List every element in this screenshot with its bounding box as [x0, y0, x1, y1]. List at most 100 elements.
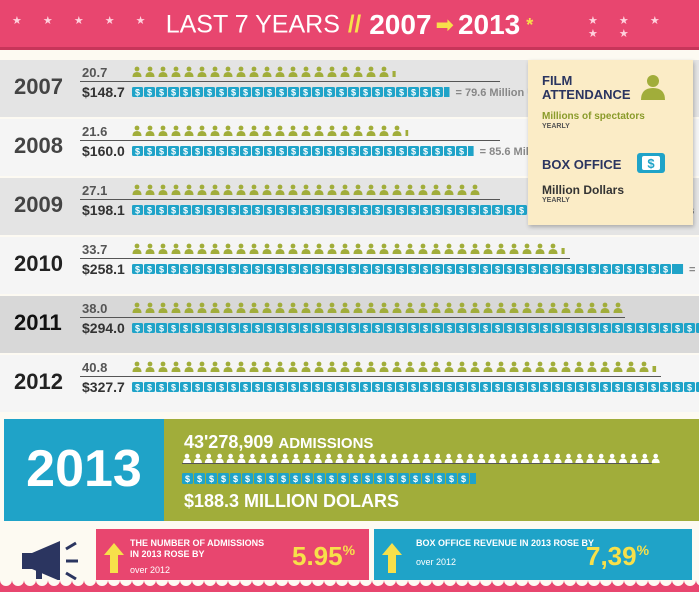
dollar-mark: $	[216, 205, 227, 216]
svg-text:$: $	[327, 206, 332, 216]
dollar-mark: $	[612, 382, 623, 393]
svg-text:$: $	[219, 147, 224, 157]
dollar-mark: $	[336, 205, 347, 216]
svg-text:$: $	[435, 88, 440, 98]
person-mark	[171, 243, 181, 254]
admissions-stat-text-1: THE NUMBER OF ADMISSIONS	[130, 538, 265, 548]
person-mark	[236, 66, 246, 77]
svg-text:$: $	[255, 383, 260, 393]
dollar-mark: $	[408, 87, 419, 98]
person-mark	[275, 302, 285, 313]
dollar-mark: $	[432, 87, 443, 98]
svg-text:$: $	[425, 474, 430, 484]
dollar-mark: $	[504, 382, 515, 393]
svg-text:$: $	[267, 206, 272, 216]
dollar-mark: $	[240, 264, 251, 275]
svg-text:$: $	[327, 88, 332, 98]
dollar-mark: $	[624, 264, 635, 275]
dollar-mark: $	[252, 205, 263, 216]
svg-text:$: $	[291, 324, 296, 334]
dollar-mark: $	[288, 87, 299, 98]
person-mark	[353, 66, 363, 77]
dollar-mark: $	[276, 264, 287, 275]
person-mark	[236, 361, 246, 372]
dollar-mark: $	[360, 264, 371, 275]
dollar-mark: $	[348, 264, 359, 275]
svg-text:$: $	[543, 265, 548, 275]
svg-text:$: $	[435, 147, 440, 157]
dollar-mark: $	[156, 146, 167, 157]
svg-text:$: $	[579, 265, 584, 275]
svg-text:$: $	[531, 324, 536, 334]
person-mark	[366, 243, 376, 254]
svg-text:$: $	[507, 383, 512, 393]
dollar-mark: $	[312, 146, 323, 157]
svg-text:$: $	[363, 383, 368, 393]
dollar-mark: $	[252, 146, 263, 157]
dollar-mark: $	[132, 87, 143, 98]
person-mark	[457, 184, 467, 195]
person-mark	[531, 453, 540, 463]
dollar-mark: $	[432, 264, 443, 275]
dollar-mark: $	[528, 264, 539, 275]
star-icon: *	[526, 14, 534, 35]
svg-text:$: $	[363, 147, 368, 157]
svg-text:$: $	[159, 147, 164, 157]
svg-text:$: $	[459, 265, 464, 275]
dollar-mark: $	[432, 205, 443, 216]
person-mark	[249, 125, 259, 136]
person-mark	[145, 125, 155, 136]
person-partial-mark	[392, 71, 396, 77]
person-mark	[535, 302, 545, 313]
svg-text:$: $	[459, 206, 464, 216]
row-year: 2009	[14, 192, 63, 217]
person-mark	[608, 453, 617, 463]
person-mark	[288, 184, 298, 195]
admissions-pct-sign: %	[342, 542, 356, 558]
svg-text:$: $	[591, 383, 596, 393]
person-mark	[145, 302, 155, 313]
svg-text:$: $	[363, 88, 368, 98]
dollar-mark: $	[386, 473, 397, 484]
dollar-mark: $	[576, 382, 587, 393]
dollar-mark: $	[240, 146, 251, 157]
dollar-mark: $	[168, 146, 179, 157]
svg-text:$: $	[255, 147, 260, 157]
person-mark	[223, 125, 233, 136]
attendance-icons	[132, 361, 657, 372]
pointer-arrow-icon	[148, 455, 168, 485]
svg-text:$: $	[459, 383, 464, 393]
person-mark	[301, 184, 311, 195]
dollar-mark: $	[216, 146, 227, 157]
person-mark	[171, 302, 181, 313]
year-row: 2011 38.0 $294.0 $ $ $ $ $ $ $ $ $ $ $ $ $ $ $ $ $ $ $ $ $ $ $ $ $ $…	[0, 296, 699, 353]
dollar-mark: $	[300, 205, 311, 216]
row-attendance-value: 27.1	[82, 183, 108, 198]
dollar-mark: $	[348, 87, 359, 98]
dollar-mark: $	[216, 323, 227, 334]
person-mark	[288, 302, 298, 313]
megaphone-icon	[22, 541, 78, 581]
person-mark	[288, 125, 298, 136]
person-mark	[327, 302, 337, 313]
legend-attendance-title-1: FILM	[542, 73, 573, 88]
person-mark	[553, 453, 562, 463]
svg-text:$: $	[579, 324, 584, 334]
dollar-mark: $	[422, 473, 433, 484]
person-mark	[197, 302, 207, 313]
dollar-mark: $	[182, 473, 193, 484]
svg-text:$: $	[171, 324, 176, 334]
person-mark	[314, 243, 324, 254]
person-mark	[522, 302, 532, 313]
dollar-mark: $	[350, 473, 361, 484]
admissions-stat-text: THE NUMBER OF ADMISSIONS IN 2013 ROSE BY	[130, 538, 264, 560]
person-mark	[210, 302, 220, 313]
person-mark	[392, 184, 402, 195]
dollar-mark: $	[432, 323, 443, 334]
svg-text:$: $	[327, 265, 332, 275]
svg-text:$: $	[303, 88, 308, 98]
svg-text:$: $	[411, 88, 416, 98]
dollar-mark: $	[384, 264, 395, 275]
dollar-mark: $	[516, 264, 527, 275]
dollar-mark: $	[288, 205, 299, 216]
